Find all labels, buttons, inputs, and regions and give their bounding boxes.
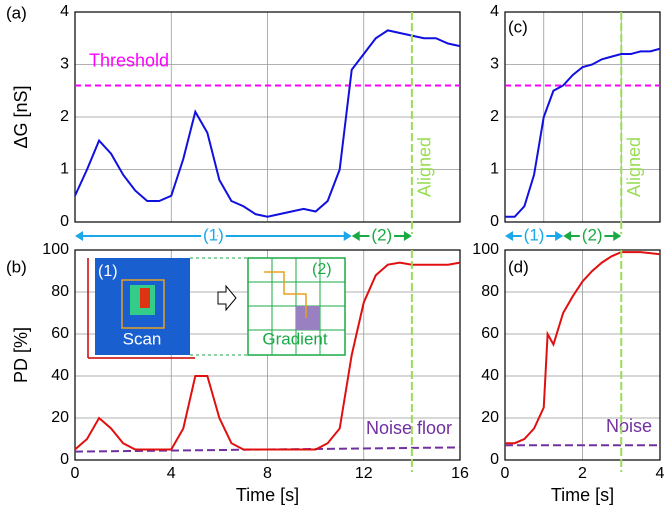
y-tick-label: 0 — [60, 451, 69, 468]
x-tick-label: 12 — [355, 465, 373, 482]
y-tick-label: 20 — [481, 409, 499, 426]
y-tick-label: 100 — [472, 241, 499, 258]
x-tick-label: 0 — [71, 465, 80, 482]
aligned-label: Aligned — [624, 137, 644, 197]
inset-label: Gradient — [262, 329, 327, 348]
plot-frame — [74, 249, 461, 461]
x-axis-label: Time [s] — [236, 485, 299, 505]
panel-label: (c) — [508, 17, 528, 36]
plot-frame — [504, 249, 661, 461]
y-tick-label: 60 — [481, 325, 499, 342]
inset-arrow — [217, 284, 237, 312]
y-tick-label: 3 — [490, 56, 499, 73]
y-tick-label: 0 — [490, 213, 499, 230]
x-tick-label: 4 — [167, 465, 176, 482]
x-tick-label: 4 — [656, 465, 665, 482]
y-tick-label: 2 — [60, 108, 69, 125]
data-line — [74, 261, 461, 451]
inset-label: (1) — [98, 263, 118, 280]
y-tick-label: 20 — [51, 409, 69, 426]
phase-label: (1) — [203, 225, 224, 244]
phase-label: (1) — [524, 225, 545, 244]
y-tick-label: 1 — [490, 161, 499, 178]
data-line — [74, 29, 461, 218]
x-tick-label: 16 — [451, 465, 469, 482]
threshold-label: Threshold — [89, 50, 169, 70]
y-tick-label: 60 — [51, 325, 69, 342]
y-tick-label: 0 — [490, 451, 499, 468]
gradient-path — [264, 271, 307, 318]
y-tick-label: 3 — [60, 56, 69, 73]
y-tick-label: 1 — [60, 161, 69, 178]
y-tick-label: 40 — [481, 367, 499, 384]
y-tick-label: 0 — [60, 213, 69, 230]
scan-peak — [140, 288, 150, 308]
y-axis-label: ΔG [nS] — [11, 85, 31, 148]
x-tick-label: 8 — [263, 465, 272, 482]
plot-frame — [504, 11, 661, 223]
y-tick-label: 4 — [60, 3, 69, 20]
y-tick-label: 40 — [51, 367, 69, 384]
panel-label: (b) — [6, 257, 27, 276]
data-line — [505, 251, 661, 445]
phase-label: (2) — [582, 225, 603, 244]
data-line — [505, 47, 661, 218]
noise-label: Noise — [606, 416, 652, 436]
x-tick-label: 0 — [501, 465, 510, 482]
inset-label: (2) — [312, 261, 332, 278]
panel-label: (a) — [6, 3, 27, 22]
noise-label: Noise floor — [366, 418, 452, 438]
y-tick-label: 80 — [51, 283, 69, 300]
plot-frame — [74, 11, 461, 223]
y-tick-label: 4 — [490, 3, 499, 20]
y-axis-label: PD [%] — [11, 327, 31, 383]
aligned-label: Aligned — [415, 137, 435, 197]
y-tick-label: 100 — [42, 241, 69, 258]
x-axis-label: Time [s] — [551, 485, 614, 505]
y-tick-label: 2 — [490, 108, 499, 125]
scan-path — [121, 279, 165, 329]
gradient-cell — [296, 306, 320, 330]
y-tick-label: 80 — [481, 283, 499, 300]
phase-label: (2) — [371, 225, 392, 244]
panel-label: (d) — [508, 257, 529, 276]
inset: (1) Scan (2) Gradient — [87, 257, 346, 359]
inset-label: Scan — [123, 329, 162, 348]
x-tick-label: 2 — [578, 465, 587, 482]
